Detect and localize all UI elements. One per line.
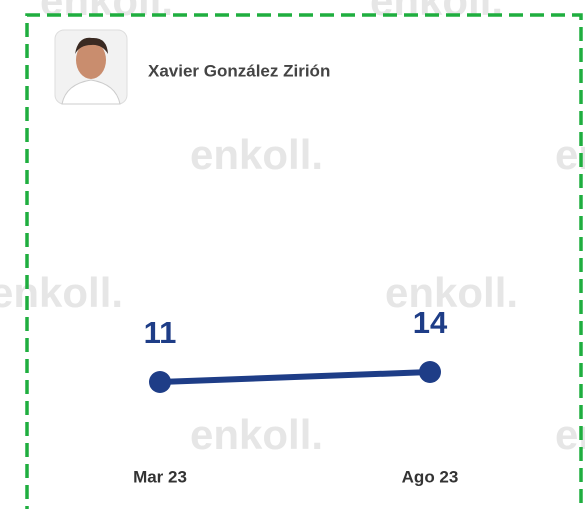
avatar	[55, 30, 127, 104]
line	[160, 372, 430, 382]
value-label: 14	[413, 305, 448, 340]
watermark: enkoll.	[40, 0, 173, 24]
watermark: enkoll.	[190, 411, 323, 458]
x-tick-label: Ago 23	[402, 467, 459, 486]
watermark: enkoll.	[385, 269, 518, 316]
watermark: enkoll.	[370, 0, 503, 24]
watermark: enkoll.	[190, 131, 323, 178]
watermark: enkoll.	[0, 269, 123, 316]
x-tick-label: Mar 23	[133, 467, 187, 486]
point	[149, 371, 171, 393]
value-label: 11	[144, 315, 177, 350]
chart: enkoll. enkoll. enkoll. enkoll. enkoll. …	[0, 0, 585, 509]
page: {"watermark": "enkoll.", "chart_data": {…	[0, 0, 585, 509]
point	[419, 361, 441, 383]
candidate-name: Xavier González Zirión	[148, 61, 330, 80]
